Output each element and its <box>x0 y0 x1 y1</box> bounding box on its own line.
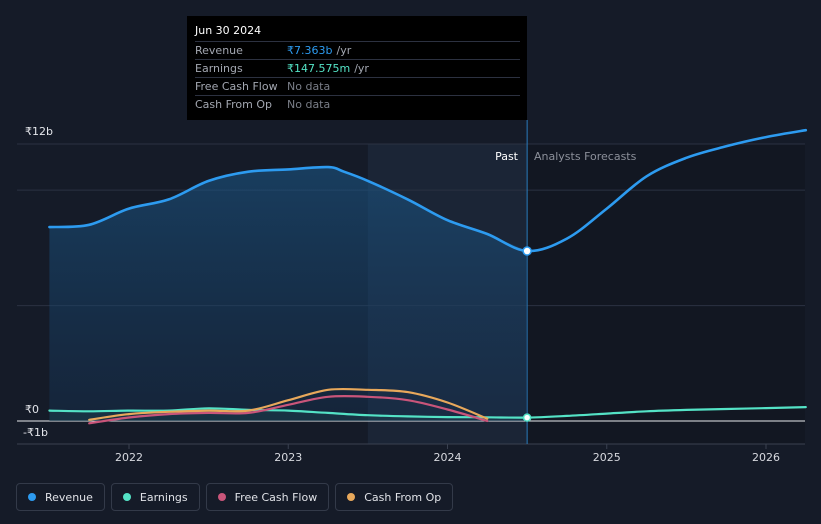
tooltip-value: No data <box>287 98 331 111</box>
legend-label: Cash From Op <box>364 490 442 504</box>
legend-dot-icon <box>217 493 226 501</box>
tooltip-label: Free Cash Flow <box>195 80 278 93</box>
x-tick-label: 2026 <box>752 451 780 464</box>
tooltip-row-free-cash-flow: Free Cash Flow No data <box>195 77 520 95</box>
x-tick-label: 2022 <box>115 451 143 464</box>
tooltip-value: ₹7.363b <box>287 44 333 57</box>
tooltip-row-cash-from-op: Cash From Op No data <box>195 95 520 113</box>
tooltip-value: ₹147.575m <box>287 62 351 75</box>
tooltip-row-revenue: Revenue ₹7.363b /yr <box>195 41 520 59</box>
y-tick-label: ₹12b <box>25 125 53 138</box>
tooltip-row-earnings: Earnings ₹147.575m /yr <box>195 59 520 77</box>
legend-cash-from-op[interactable]: Cash From Op <box>335 483 454 511</box>
revenue-highlight-point <box>522 246 532 256</box>
legend-dot-icon <box>122 493 131 501</box>
tooltip-label: Revenue <box>195 44 243 57</box>
earnings-line <box>48 406 807 419</box>
y-tick-label: -₹1b <box>23 426 48 439</box>
forecast-region <box>527 144 805 444</box>
legend-free-cash-flow[interactable]: Free Cash Flow <box>205 483 330 511</box>
x-tick-label: 2024 <box>434 451 462 464</box>
y-tick-label: ₹0 <box>25 403 39 416</box>
tooltip-unit: /yr <box>354 62 369 75</box>
forecast-label: Analysts Forecasts <box>534 150 637 163</box>
cash-from-op-line <box>88 387 489 421</box>
tooltip: Jun 30 2024 Revenue ₹7.363b /yr Earnings… <box>187 16 527 120</box>
tooltip-date: Jun 30 2024 <box>195 24 262 37</box>
tooltip-unit: /yr <box>336 44 352 57</box>
tooltip-label: Cash From Op <box>195 98 273 111</box>
legend-label: Earnings <box>139 490 188 504</box>
revenue-area <box>49 167 528 421</box>
x-tick-label: 2023 <box>274 451 302 464</box>
legend-revenue[interactable]: Revenue <box>16 483 105 511</box>
legend-dot-icon <box>347 493 356 501</box>
revenue-line <box>48 128 808 253</box>
legend-dot-icon <box>28 493 36 501</box>
free-cash-flow-line <box>88 394 489 425</box>
earnings-highlight-point <box>522 413 532 422</box>
past-label: Past <box>495 150 519 163</box>
legend-label: Revenue <box>45 490 93 504</box>
x-tick-label: 2025 <box>593 451 621 464</box>
tooltip-value: No data <box>287 80 331 93</box>
legend-earnings[interactable]: Earnings <box>110 483 200 511</box>
legend-label: Free Cash Flow <box>234 490 318 504</box>
tooltip-label: Earnings <box>195 62 243 75</box>
legend: Revenue Earnings Free Cash Flow Cash Fro… <box>16 483 454 511</box>
